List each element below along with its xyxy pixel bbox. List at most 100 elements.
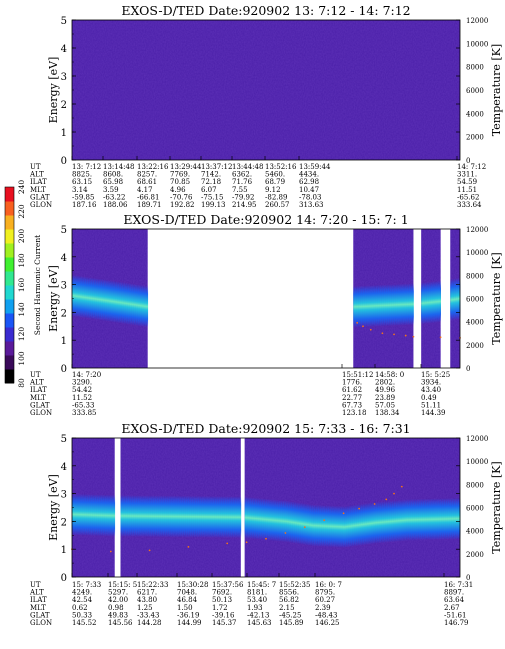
energy-band-slice: [335, 505, 339, 548]
y-tick-label: 3: [61, 72, 67, 83]
table-cell: 3290.: [72, 379, 92, 387]
table-cell: 7692.: [212, 589, 232, 597]
energy-band-slice: [75, 493, 79, 536]
temperature-point: [381, 332, 384, 335]
energy-band-slice: [295, 502, 298, 544]
energy-band-slice: [395, 500, 399, 542]
energy-band-slice: [91, 277, 94, 320]
table-cell: -33.43: [137, 611, 159, 619]
table-cell: 63.15: [72, 178, 92, 186]
table-cell: 145.56: [108, 619, 133, 627]
y-axis-label: Energy [eV]: [47, 265, 60, 332]
table-cell: -70.76: [170, 193, 193, 201]
table-cell: 4.17: [137, 186, 153, 194]
energy-band-slice: [233, 496, 236, 538]
table-cell: 16: 7:31: [444, 581, 473, 589]
energy-band-slice: [77, 493, 81, 536]
energy-band-slice: [320, 505, 323, 547]
table-cell: 56.82: [279, 596, 299, 604]
energy-band-slice: [99, 278, 102, 321]
table-cell: 4.96: [170, 186, 186, 194]
table-cell: 2.67: [444, 604, 460, 612]
energy-band-slice: [223, 496, 226, 538]
energy-band-slice: [388, 284, 391, 327]
energy-band-slice: [419, 498, 422, 541]
energy-band-slice: [273, 499, 277, 542]
energy-band-slice: [384, 501, 387, 543]
energy-band-slice: [357, 504, 360, 546]
y2-tick-label: 0: [466, 365, 470, 373]
temperature-point: [412, 335, 415, 338]
colorbar: 80 100 120 140 160 180 200 220 240 Second Harmon…: [4, 180, 42, 388]
table-row-label: GLAT: [30, 611, 50, 619]
energy-band-slice: [349, 505, 352, 548]
colorbar-swatch: [5, 271, 14, 286]
energy-band-slice: [85, 494, 88, 536]
energy-band-slice: [128, 283, 131, 325]
energy-band-slice: [163, 495, 166, 538]
table-cell: 15:51:12: [342, 371, 373, 379]
energy-band-slice: [176, 495, 180, 538]
energy-band-slice: [454, 278, 457, 321]
energy-band-slice: [372, 285, 376, 327]
colorbar-tick-label: 100: [17, 351, 26, 366]
energy-band-slice: [110, 280, 114, 323]
y2-tick-label: 2000: [466, 551, 484, 559]
energy-band-slice: [417, 498, 420, 541]
temperature-point: [362, 325, 364, 328]
energy-band-slice: [178, 495, 182, 538]
energy-band-slice: [293, 501, 296, 544]
energy-band-slice: [75, 275, 79, 318]
energy-band-slice: [211, 496, 215, 538]
energy-band-slice: [337, 505, 341, 548]
energy-band-slice: [104, 279, 108, 322]
y-tick-label: 0: [61, 573, 67, 584]
energy-band-slice: [260, 498, 263, 540]
energy-band-slice: [308, 504, 312, 546]
energy-band-slice: [95, 494, 98, 537]
table-cell: 15:30:28: [177, 581, 208, 589]
y2-tick-label: 8000: [466, 64, 484, 72]
energy-band-slice: [361, 503, 364, 546]
table-cell: 5297.: [108, 589, 128, 597]
temperature-point: [323, 519, 326, 522]
energy-band-slice: [155, 495, 158, 538]
energy-band-slice: [103, 279, 106, 322]
energy-band-slice: [79, 275, 83, 318]
y-tick-label: 3: [61, 281, 67, 292]
table-cell: 10.47: [299, 186, 319, 194]
energy-band-slice: [134, 283, 137, 326]
table-cell: 144.39: [421, 409, 446, 417]
energy-band-slice: [421, 498, 424, 541]
energy-band-slice: [430, 498, 434, 541]
energy-band-slice: [331, 505, 335, 548]
energy-band-slice: [446, 498, 449, 540]
energy-band-slice: [444, 498, 447, 540]
energy-band-slice: [376, 284, 379, 327]
energy-band-slice: [403, 499, 407, 542]
table-cell: 51.11: [421, 401, 441, 409]
energy-band-slice: [355, 504, 358, 547]
y2-tick-label: 2000: [466, 134, 484, 142]
energy-band-slice: [267, 498, 271, 541]
table-cell: 23.89: [375, 394, 395, 402]
energy-band-slice: [196, 495, 199, 538]
table-cell: -82.89: [265, 193, 287, 201]
energy-band-slice: [279, 500, 282, 542]
temperature-point: [245, 541, 248, 544]
energy-band-slice: [136, 284, 139, 326]
energy-band-slice: [454, 497, 457, 540]
table-row-label: GLON: [30, 409, 52, 417]
table-cell: -78.03: [299, 193, 321, 201]
energy-band-slice: [174, 495, 178, 538]
y2-tick-label: 10000: [466, 249, 488, 257]
energy-band-slice: [277, 499, 280, 542]
energy-band-slice: [370, 285, 374, 327]
energy-band-slice: [97, 494, 100, 537]
table-cell: 145.63: [247, 619, 272, 627]
energy-band-slice: [246, 496, 249, 539]
energy-band-slice: [262, 498, 265, 541]
y2-tick-label: 4000: [466, 528, 484, 536]
y-tick-label: 1: [61, 545, 67, 556]
table-cell: -36.19: [177, 611, 199, 619]
